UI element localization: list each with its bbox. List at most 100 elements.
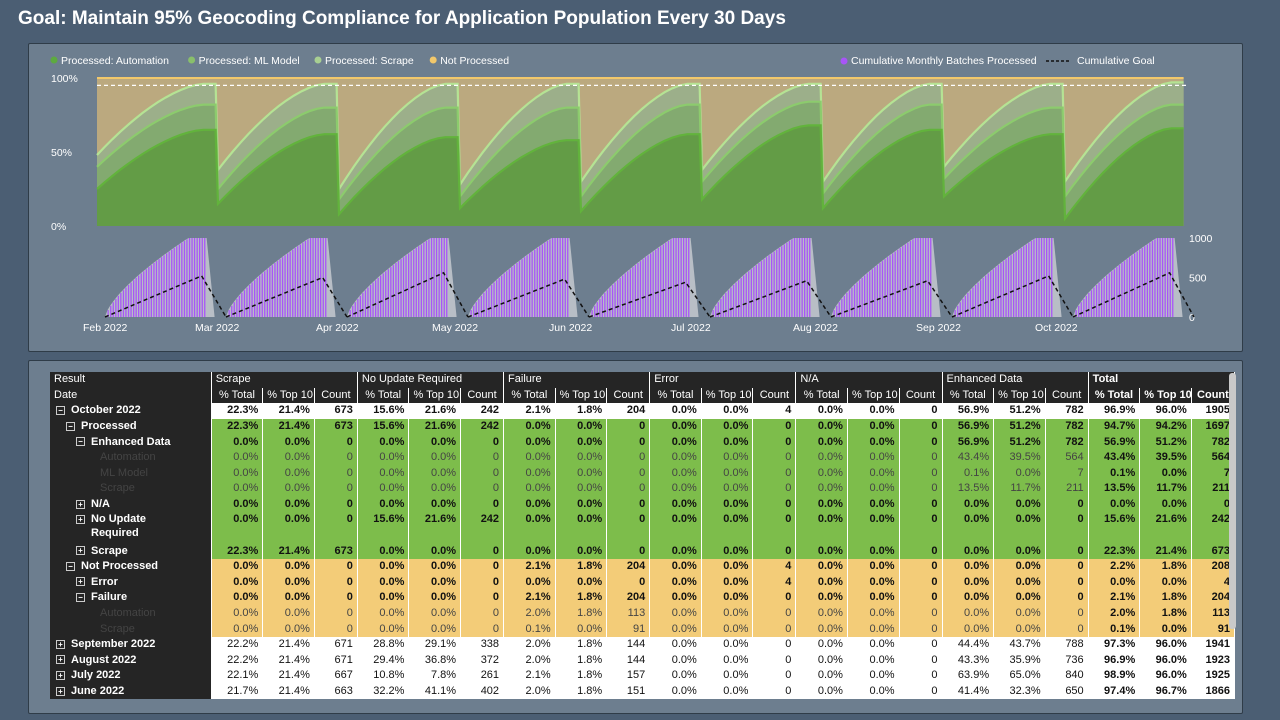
- column-header-13[interactable]: % Total: [795, 387, 848, 404]
- column-header-1[interactable]: % Total: [211, 387, 264, 404]
- batch-bar[interactable]: [1025, 244, 1027, 318]
- batch-bar[interactable]: [317, 238, 319, 317]
- batch-bar[interactable]: [957, 305, 959, 317]
- batch-bar[interactable]: [1013, 253, 1015, 318]
- batch-bar[interactable]: [501, 275, 503, 317]
- batch-bar[interactable]: [861, 277, 863, 317]
- batch-bar[interactable]: [274, 263, 276, 317]
- batch-bar[interactable]: [750, 269, 752, 317]
- batch-bar[interactable]: [320, 238, 322, 317]
- batch-bar[interactable]: [395, 263, 397, 317]
- batch-bar[interactable]: [917, 238, 919, 317]
- column-header-15[interactable]: Count: [899, 387, 943, 404]
- batch-bar[interactable]: [1005, 259, 1007, 317]
- batch-bar[interactable]: [798, 238, 801, 317]
- group-header-4[interactable]: Error: [649, 372, 797, 388]
- batch-bar[interactable]: [438, 238, 440, 317]
- batch-bar[interactable]: [549, 239, 551, 317]
- batch-bar[interactable]: [397, 261, 400, 317]
- batch-bar[interactable]: [287, 253, 289, 318]
- batch-bar[interactable]: [372, 282, 374, 317]
- batch-bar[interactable]: [841, 298, 843, 317]
- batch-bar[interactable]: [1035, 238, 1038, 317]
- batch-bar[interactable]: [362, 292, 364, 317]
- batch-bar[interactable]: [233, 302, 235, 317]
- batch-bar[interactable]: [349, 310, 351, 317]
- batch-bar[interactable]: [168, 251, 170, 317]
- batch-bar[interactable]: [753, 267, 755, 317]
- batch-bar[interactable]: [199, 238, 201, 317]
- batch-bar[interactable]: [191, 238, 193, 317]
- batch-bar[interactable]: [410, 251, 412, 317]
- batch-bar[interactable]: [536, 248, 538, 317]
- row-label[interactable]: + September 2022: [50, 636, 212, 653]
- batch-bar[interactable]: [1121, 263, 1123, 317]
- batch-bar[interactable]: [171, 249, 173, 317]
- batch-bar[interactable]: [408, 253, 410, 318]
- batch-bar[interactable]: [269, 267, 271, 317]
- batch-bar[interactable]: [856, 282, 858, 317]
- group-header-0[interactable]: Result: [50, 372, 212, 388]
- batch-bar[interactable]: [894, 251, 896, 317]
- batch-bar[interactable]: [1078, 305, 1080, 317]
- batch-bar[interactable]: [677, 238, 680, 317]
- batch-bar[interactable]: [1000, 263, 1002, 317]
- batch-bar[interactable]: [1164, 238, 1166, 317]
- batch-bar[interactable]: [1085, 295, 1087, 317]
- batch-bar[interactable]: [776, 249, 778, 317]
- batch-bar[interactable]: [441, 238, 443, 317]
- batch-bar[interactable]: [727, 290, 730, 317]
- batch-bar[interactable]: [806, 238, 808, 317]
- batch-bar[interactable]: [793, 238, 796, 317]
- batch-bar[interactable]: [503, 273, 505, 317]
- batch-bar[interactable]: [995, 267, 997, 317]
- batch-bar[interactable]: [1038, 238, 1040, 317]
- batch-bar[interactable]: [1154, 239, 1156, 317]
- row-label[interactable]: − Enhanced Data: [50, 434, 212, 450]
- batch-bar[interactable]: [1149, 242, 1151, 317]
- batch-bar[interactable]: [791, 239, 793, 317]
- batch-bar[interactable]: [675, 238, 677, 317]
- collapse-icon[interactable]: −: [56, 406, 65, 416]
- column-header-20[interactable]: % Top 10: [1139, 387, 1192, 404]
- batch-bar[interactable]: [688, 238, 690, 317]
- batch-bar[interactable]: [987, 273, 989, 317]
- row-label[interactable]: + Error: [50, 574, 212, 591]
- batch-bar[interactable]: [490, 285, 493, 317]
- row-label[interactable]: Scrape: [50, 621, 212, 637]
- column-header-0[interactable]: Date: [50, 387, 212, 404]
- batch-bar[interactable]: [511, 267, 513, 317]
- batch-bar[interactable]: [1106, 275, 1108, 317]
- batch-bar[interactable]: [1144, 246, 1146, 317]
- row-label[interactable]: Automation: [50, 449, 212, 466]
- line-series-2[interactable]: [96, 81, 1184, 193]
- batch-bar[interactable]: [402, 257, 405, 317]
- batch-bar[interactable]: [325, 238, 327, 317]
- batch-bar[interactable]: [617, 280, 619, 317]
- batch-bar[interactable]: [1131, 255, 1133, 317]
- row-label[interactable]: + July 2022: [50, 668, 212, 684]
- batch-bar[interactable]: [382, 273, 384, 317]
- batch-bar[interactable]: [801, 238, 803, 317]
- batch-bar[interactable]: [521, 259, 523, 317]
- batch-bar[interactable]: [415, 248, 417, 317]
- batch-bar[interactable]: [539, 246, 541, 317]
- batch-bar[interactable]: [150, 265, 152, 317]
- batch-bar[interactable]: [387, 269, 389, 317]
- batch-bar[interactable]: [559, 238, 561, 317]
- batch-bar[interactable]: [874, 267, 876, 317]
- batch-bar[interactable]: [1134, 253, 1136, 318]
- batch-bar[interactable]: [848, 290, 851, 317]
- column-header-2[interactable]: % Top 10: [262, 387, 315, 404]
- batch-bar[interactable]: [1093, 287, 1095, 317]
- batch-bar[interactable]: [380, 275, 382, 317]
- batch-bar[interactable]: [783, 244, 785, 318]
- batch-bar[interactable]: [297, 246, 299, 317]
- batch-bar[interactable]: [745, 273, 747, 317]
- batch-bar[interactable]: [904, 244, 906, 318]
- batch-bar[interactable]: [1111, 271, 1113, 317]
- batch-bar[interactable]: [1098, 282, 1100, 317]
- batch-bar[interactable]: [760, 261, 763, 317]
- batch-bar[interactable]: [478, 298, 480, 317]
- batch-bar[interactable]: [912, 239, 914, 317]
